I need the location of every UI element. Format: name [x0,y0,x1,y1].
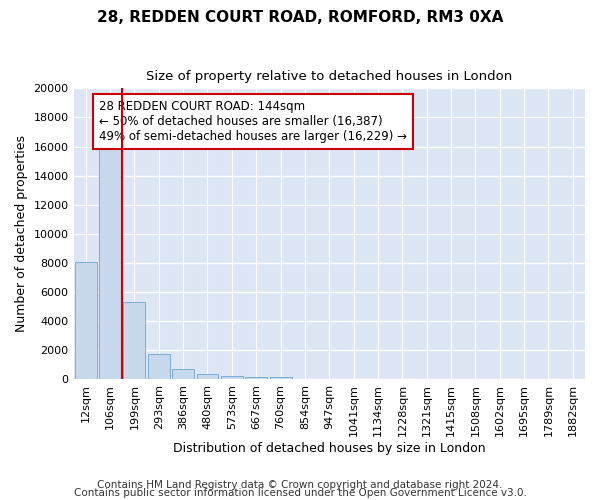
Bar [99,140,121,380]
Bar [148,354,170,380]
Bar [245,376,267,380]
Bar [269,377,292,380]
Bar [197,374,218,380]
Text: Contains public sector information licensed under the Open Government Licence v3: Contains public sector information licen… [74,488,526,498]
Text: 28 REDDEN COURT ROAD: 144sqm
← 50% of detached houses are smaller (16,387)
49% o: 28 REDDEN COURT ROAD: 144sqm ← 50% of de… [99,100,407,143]
Y-axis label: Number of detached properties: Number of detached properties [15,136,28,332]
Bar [172,368,194,380]
Bar [75,262,97,380]
Text: 28, REDDEN COURT ROAD, ROMFORD, RM3 0XA: 28, REDDEN COURT ROAD, ROMFORD, RM3 0XA [97,10,503,25]
Bar [124,302,145,380]
Title: Size of property relative to detached houses in London: Size of property relative to detached ho… [146,70,512,83]
Bar [221,376,243,380]
Text: Contains HM Land Registry data © Crown copyright and database right 2024.: Contains HM Land Registry data © Crown c… [97,480,503,490]
X-axis label: Distribution of detached houses by size in London: Distribution of detached houses by size … [173,442,485,455]
